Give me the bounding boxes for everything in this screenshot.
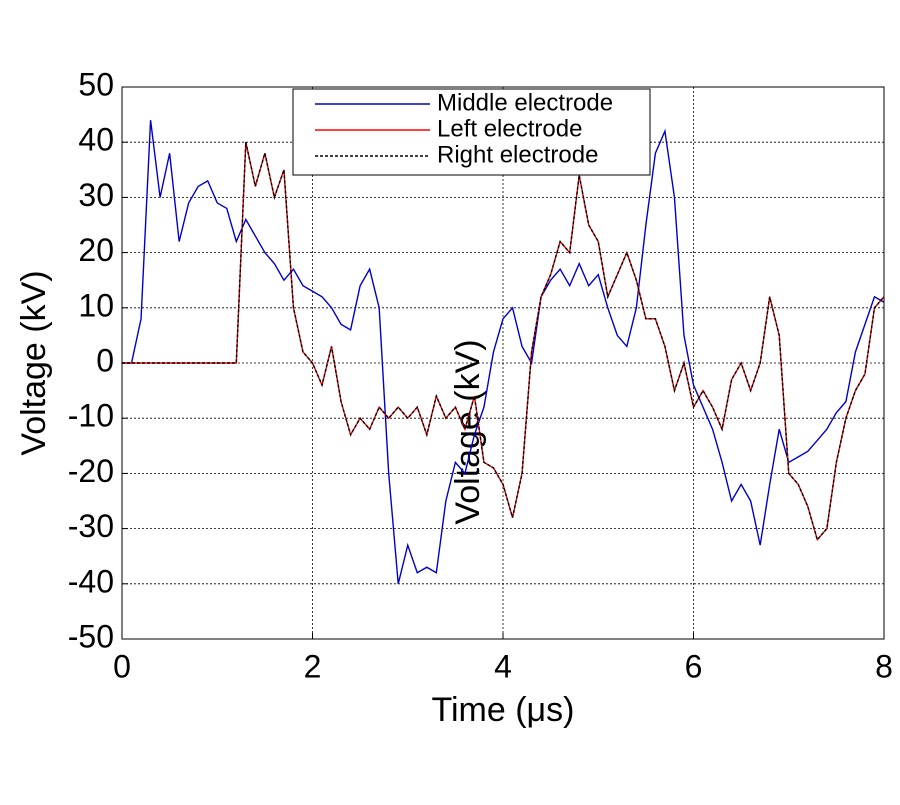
x-axis-label: Time (μs) [432, 691, 575, 729]
y-tick-label: 10 [78, 287, 114, 323]
x-tick-label: 0 [113, 648, 131, 684]
series-line [122, 142, 885, 542]
y-tick-label: 50 [78, 66, 114, 102]
y-axis-label-duplicate: Voltage (kV) [449, 339, 487, 524]
plot-frame [121, 86, 885, 640]
y-axis-label: Voltage (kV) [15, 270, 53, 455]
legend-label: Right electrode [437, 141, 598, 168]
y-tick-label: 20 [78, 232, 114, 268]
y-tick-label: 30 [78, 177, 114, 213]
y-tick-label: 0 [96, 342, 114, 378]
x-tick-label: 2 [304, 648, 322, 684]
x-tick-label: 6 [685, 648, 703, 684]
legend-label: Left electrode [437, 115, 582, 142]
y-tick-label: -20 [68, 453, 114, 489]
y-tick-label: -50 [68, 618, 114, 654]
series-line [122, 120, 885, 584]
legend-label: Middle electrode [437, 89, 613, 116]
y-tick-label: 40 [78, 122, 114, 158]
y-tick-label: -30 [68, 508, 114, 544]
y-tick-label: -40 [68, 563, 114, 599]
x-tick-label: 4 [494, 648, 512, 684]
x-tick-label: 8 [875, 648, 893, 684]
y-tick-label: -10 [68, 398, 114, 434]
